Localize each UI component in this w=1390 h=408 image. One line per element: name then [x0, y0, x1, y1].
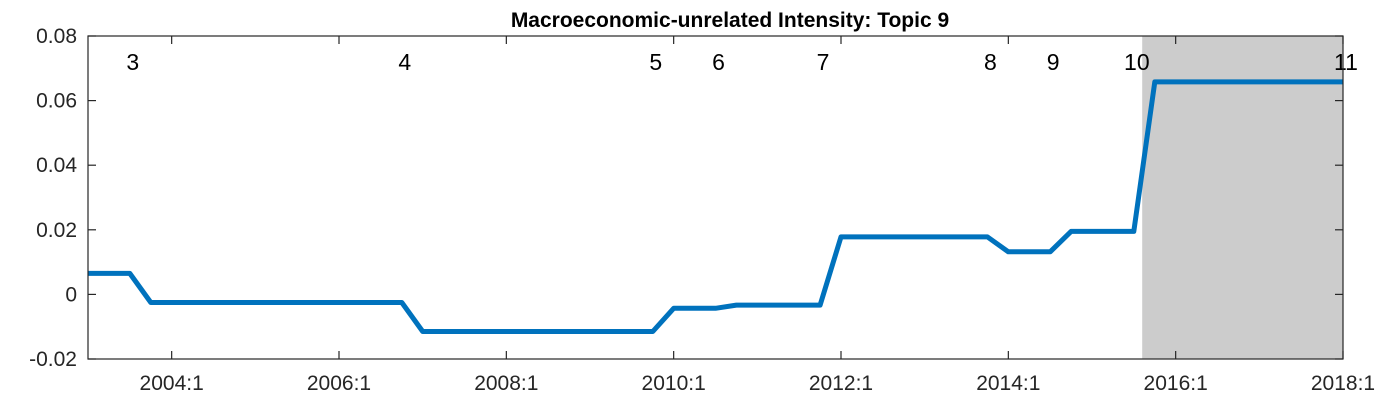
x-tick-label: 2004:1: [140, 372, 204, 395]
x-tick-label: 2008:1: [474, 372, 538, 395]
x-tick-label: 2016:1: [1144, 372, 1208, 395]
axes-box: [87, 35, 1344, 360]
event-marker-label: 7: [817, 49, 830, 75]
y-tick-label: 0.06: [36, 90, 77, 113]
event-marker-label: 3: [126, 49, 139, 75]
shaded-region-layer: [1142, 36, 1343, 359]
shaded-region: [1142, 36, 1343, 359]
y-tick-label: 0.08: [36, 25, 77, 48]
y-tick-label: 0.04: [36, 154, 77, 177]
series-line-0: [88, 79, 1343, 334]
event-marker-label: 8: [984, 49, 997, 75]
event-marker-label: 11: [1334, 49, 1358, 75]
event-marker-label: 4: [398, 49, 411, 75]
chart-title: Macroeconomic-unrelated Intensity: Topic…: [511, 9, 949, 32]
axes-layer: 2004:1 2006:1 2008:1 2010:1 2012:1 2014:1 2016…: [29, 25, 1375, 395]
y-tick-label: 0: [65, 283, 77, 306]
y-tick-label: -0.02: [29, 348, 77, 371]
series-layer: [88, 79, 1343, 334]
x-tick-label: 2018:1: [1311, 372, 1375, 395]
x-tick-label: 2006:1: [307, 372, 371, 395]
event-marker-label: 5: [649, 49, 662, 75]
x-tick-label: 2014:1: [976, 372, 1040, 395]
event-marker-label: 6: [712, 49, 725, 75]
x-tick-label: 2010:1: [642, 372, 706, 395]
event-marker-label: 10: [1124, 49, 1150, 75]
y-tick-label: 0.02: [36, 219, 77, 242]
annotation-layer: 3 4 5 6 7 8 9 10 11: [126, 49, 1358, 75]
x-tick-label: 2012:1: [809, 372, 873, 395]
event-marker-label: 9: [1047, 49, 1060, 75]
